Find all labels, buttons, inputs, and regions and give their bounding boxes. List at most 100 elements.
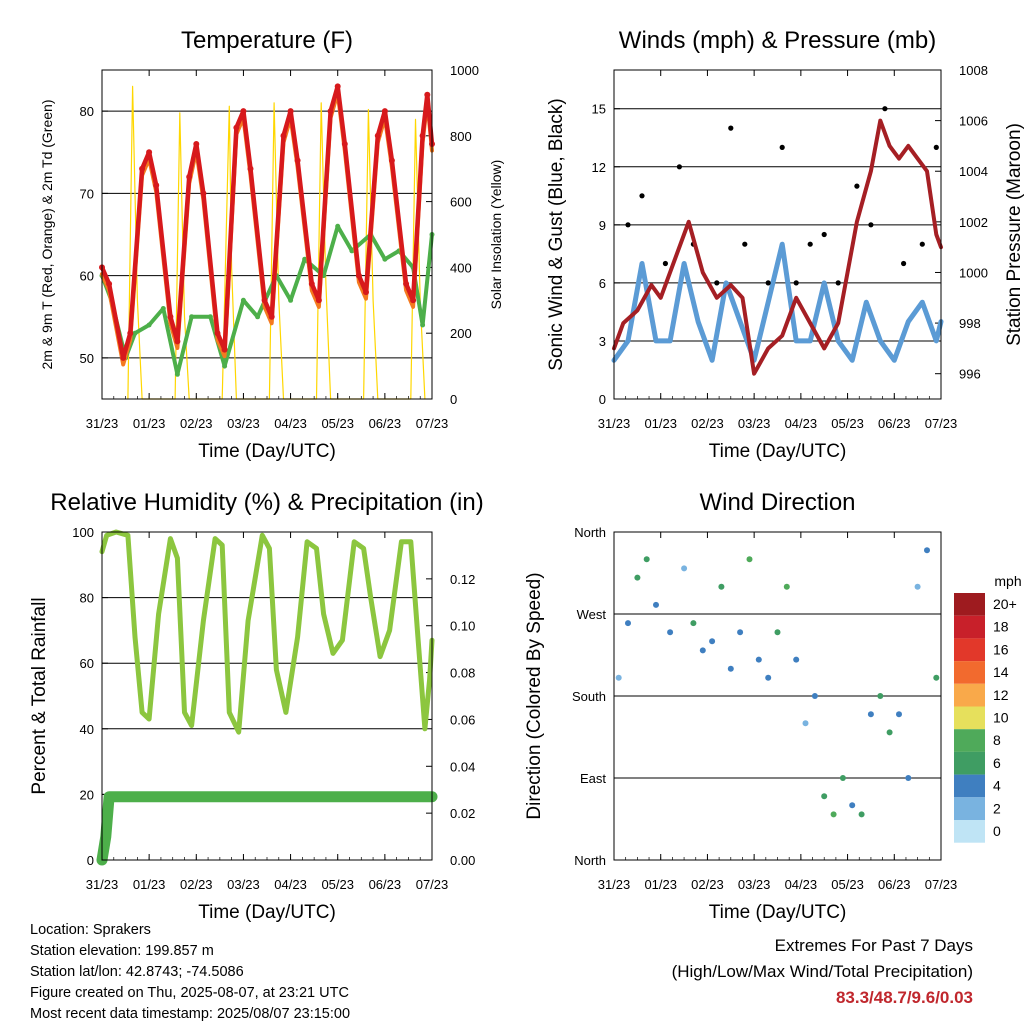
legend-swatch (954, 593, 985, 616)
extremes-title: Extremes For Past 7 Days (774, 936, 973, 955)
x-tick-label: 02/23 (691, 877, 724, 892)
temp-point (193, 141, 200, 147)
y2-tick-label: 1002 (959, 215, 988, 230)
y-tick-label: 70 (80, 186, 94, 201)
x-axis-label: Time (Day/UTC) (198, 441, 336, 462)
plot-frame (101, 69, 433, 400)
gust-point (854, 183, 860, 189)
direction-point (774, 629, 781, 636)
recent-timestamp: Most recent data timestamp: 2025/08/07 2… (30, 1006, 351, 1022)
gust-point (639, 193, 645, 199)
y2-tick-label: 1006 (959, 114, 988, 129)
dewpoint-point (335, 223, 341, 229)
direction-point (755, 656, 762, 663)
direction-point (727, 665, 734, 672)
gust-point (765, 280, 771, 286)
gust-point (728, 125, 734, 131)
legend-label: 6 (993, 755, 1001, 771)
dewpoint-point (349, 248, 355, 254)
x-tick-label: 03/23 (227, 877, 260, 892)
x-tick-label: 07/23 (925, 877, 958, 892)
y2-tick-label: 600 (450, 195, 472, 210)
legend-swatch (954, 615, 985, 639)
panel-title: Temperature (F) (181, 27, 353, 54)
y2-tick-label: 0.12 (450, 572, 475, 587)
panel-title: Winds (mph) & Pressure (mb) (619, 27, 936, 54)
station-latlon: Station lat/lon: 42.8743; -74.5086 (30, 964, 244, 980)
legend-label: 14 (993, 664, 1009, 680)
temp-point (374, 132, 381, 139)
y-tick-label: 3 (599, 334, 606, 349)
temp-point (424, 91, 431, 98)
direction-point (699, 647, 706, 654)
legend-swatch (954, 774, 985, 798)
x-axis-label: Time (Day/UTC) (198, 902, 336, 923)
y-tick-label: North (574, 525, 606, 540)
temp-point (315, 297, 322, 304)
direction-point (914, 583, 921, 590)
x-tick-label: 31/23 (598, 416, 631, 431)
gust-point (901, 260, 907, 267)
temp-point (139, 165, 146, 172)
direction-point (821, 793, 828, 800)
x-tick-label: 06/23 (878, 416, 911, 431)
gust-point (933, 144, 939, 150)
direction-point (653, 601, 659, 608)
station-elevation: Station elevation: 199.857 m (30, 943, 214, 959)
temp-point (403, 280, 410, 287)
temp-point (294, 157, 301, 164)
direction-point (839, 775, 846, 781)
plot-frame (613, 531, 942, 861)
y2-tick-label: 0.06 (450, 712, 475, 727)
x-tick-label: 01/23 (644, 877, 677, 892)
y-tick-label: 80 (80, 104, 94, 119)
legend-swatch (954, 706, 985, 730)
plot-frame (613, 69, 942, 400)
direction-point (867, 711, 874, 718)
legend-swatch (954, 820, 985, 843)
temp-point (381, 108, 388, 115)
y-tick-label: 100 (72, 525, 94, 540)
direction-point (615, 674, 622, 681)
x-tick-label: 06/23 (369, 416, 402, 431)
temp-point (146, 149, 153, 156)
x-tick-label: 04/23 (785, 877, 818, 892)
x-tick-label: 06/23 (369, 877, 402, 892)
temp-point (233, 124, 240, 131)
gust-point (793, 280, 799, 286)
gust-point (821, 231, 827, 238)
direction-point (643, 556, 650, 563)
y2-tick-label: 1000 (450, 63, 479, 78)
direction-point (877, 693, 884, 699)
y2-tick-label: 0.04 (450, 759, 475, 774)
temp-point (341, 141, 348, 147)
legend-label: 0 (993, 823, 1001, 839)
y-tick-label: West (577, 607, 607, 622)
temp-point (153, 182, 160, 189)
legend-label: 8 (993, 732, 1001, 748)
x-tick-label: 04/23 (274, 416, 307, 431)
x-tick-label: 04/23 (785, 416, 818, 431)
temp-point (214, 330, 221, 337)
y-tick-label: 80 (80, 591, 94, 606)
temp-point (186, 173, 193, 180)
legend-title: mph (994, 573, 1021, 589)
temp-point (363, 289, 369, 296)
dewpoint-point (146, 322, 152, 328)
dewpoint-point (189, 314, 195, 320)
gust-point (835, 280, 841, 286)
gust-point (742, 241, 748, 247)
legend-label: 4 (993, 778, 1001, 794)
gust-point (676, 164, 683, 170)
y-tick-label: 40 (80, 722, 94, 737)
legend-swatch (954, 797, 985, 820)
temp-point (419, 132, 426, 139)
y2-tick-label: 998 (959, 316, 981, 331)
temp-point (327, 108, 334, 115)
legend-swatch (954, 729, 985, 752)
temp-point (280, 132, 287, 139)
y2-tick-label: 200 (450, 326, 472, 341)
temp-point (167, 313, 174, 320)
direction-point (924, 547, 930, 554)
legend-label: 2 (993, 800, 1001, 816)
